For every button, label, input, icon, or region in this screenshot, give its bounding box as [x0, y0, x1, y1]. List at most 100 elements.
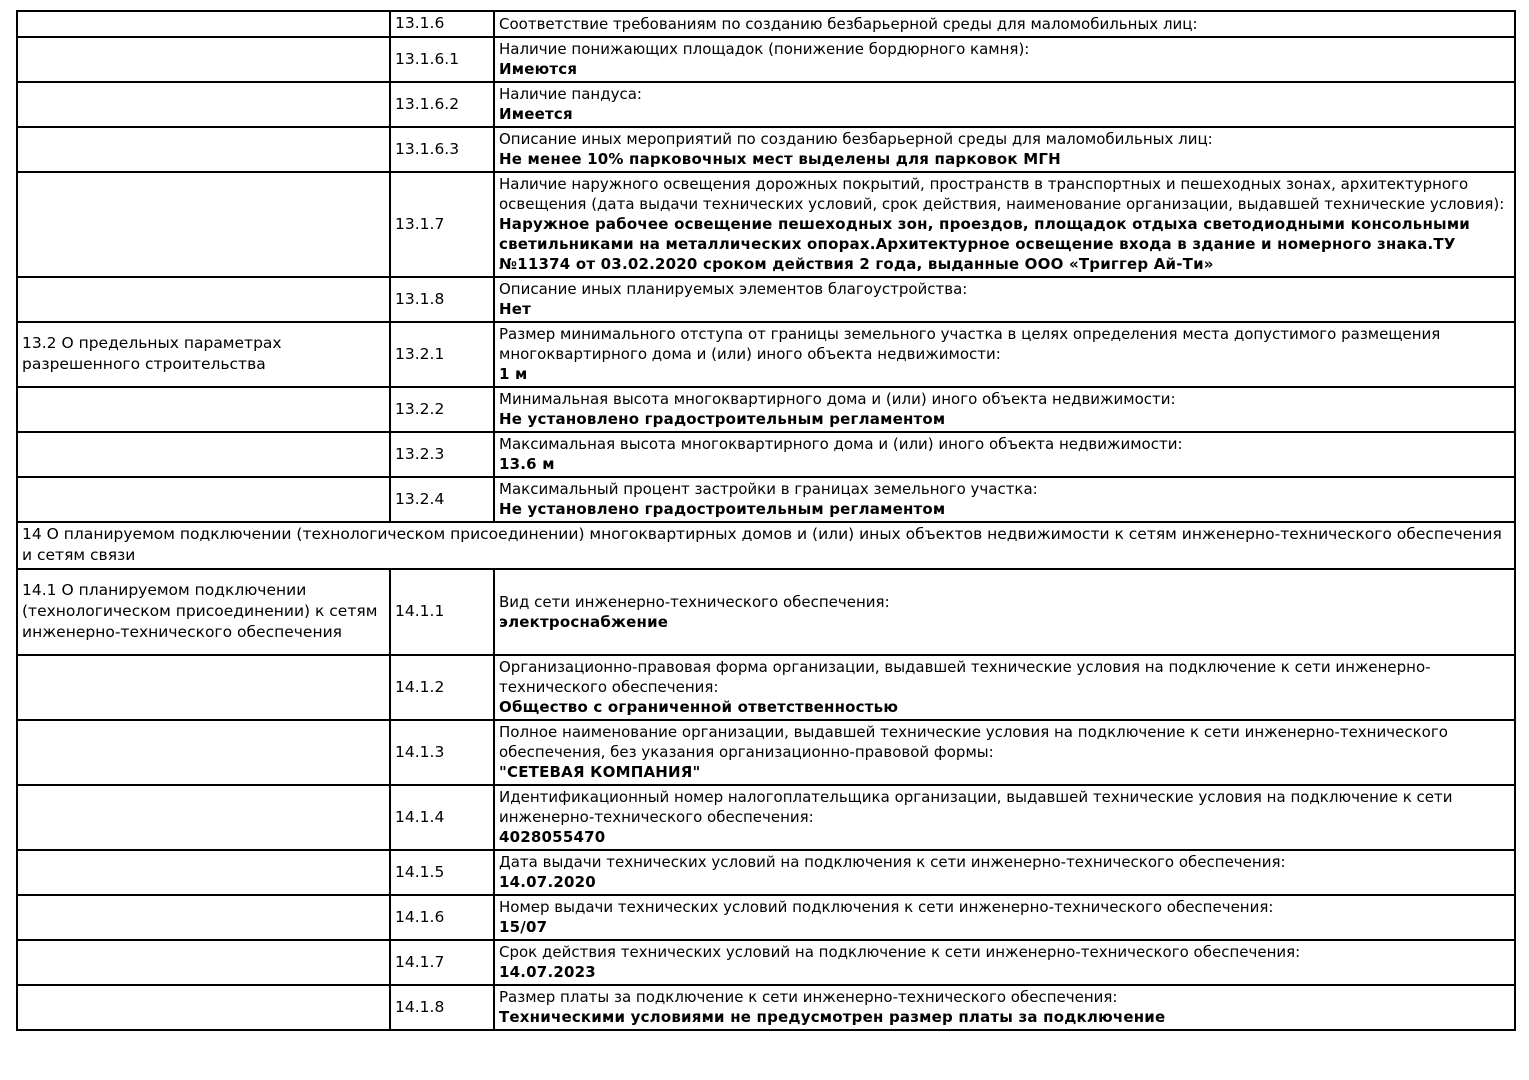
question-text: Полное наименование организации, выдавше… — [499, 723, 1448, 761]
section-14-header-row: 14 О планируемом подключении (технологич… — [16, 521, 1516, 570]
answer-text: Имеется — [499, 105, 573, 123]
row-14-1-1: 14.1 О планируемом подключении (технолог… — [16, 568, 1516, 656]
question-text: Размер платы за подключение к сети инжен… — [499, 988, 1118, 1006]
answer-text: 13.6 м — [499, 455, 555, 473]
answer-text: Наружное рабочее освещение пешеходных зо… — [499, 215, 1470, 273]
item-number-cell: 13.1.6 — [389, 10, 495, 38]
row-13-1-6: 13.1.6 Соответствие требованиям по созда… — [16, 10, 1516, 38]
row-13-1-7: 13.1.7 Наличие наружного освещения дорож… — [16, 171, 1516, 278]
category-cell — [16, 81, 391, 128]
item-number-cell: 13.2.3 — [389, 431, 495, 478]
question-text: Дата выдачи технических условий на подкл… — [499, 853, 1286, 871]
answer-text: Общество с ограниченной ответственностью — [499, 698, 899, 716]
question-text: Минимальная высота многоквартирного дома… — [499, 390, 1176, 408]
category-cell: 13.2 О предельных параметрах разрешенног… — [16, 321, 391, 388]
project-declaration-table: 13.1.6 Соответствие требованиям по созда… — [16, 10, 1516, 1031]
row-13-1-6-1: 13.1.6.1 Наличие понижающих площадок (по… — [16, 36, 1516, 83]
row-14-1-6: 14.1.6 Номер выдачи технических условий … — [16, 894, 1516, 941]
content-cell: Идентификационный номер налогоплательщик… — [493, 784, 1516, 851]
row-13-1-6-3: 13.1.6.3 Описание иных мероприятий по со… — [16, 126, 1516, 173]
category-cell — [16, 10, 391, 38]
question-text: Номер выдачи технических условий подключ… — [499, 898, 1274, 916]
row-13-2-4: 13.2.4 Максимальный процент застройки в … — [16, 476, 1516, 523]
table-body: 13.1.6 Соответствие требованиям по созда… — [16, 10, 1516, 1031]
category-cell — [16, 476, 391, 523]
category-cell — [16, 276, 391, 323]
content-cell: Минимальная высота многоквартирного дома… — [493, 386, 1516, 433]
content-cell: Размер платы за подключение к сети инжен… — [493, 984, 1516, 1031]
answer-text: Нет — [499, 300, 532, 318]
answer-text: электроснабжение — [499, 612, 669, 631]
question-text: Идентификационный номер налогоплательщик… — [499, 788, 1453, 826]
item-number-cell: 13.1.8 — [389, 276, 495, 323]
row-14-1-3: 14.1.3 Полное наименование организации, … — [16, 719, 1516, 786]
item-number-cell: 14.1.7 — [389, 939, 495, 986]
content-cell: Максимальная высота многоквартирного дом… — [493, 431, 1516, 478]
content-cell: Максимальный процент застройки в граница… — [493, 476, 1516, 523]
answer-text: 14.07.2020 — [499, 873, 596, 891]
question-text: Описание иных мероприятий по созданию бе… — [499, 130, 1213, 148]
question-text: Максимальная высота многоквартирного дом… — [499, 435, 1183, 453]
category-cell — [16, 126, 391, 173]
answer-text: Имеются — [499, 60, 578, 78]
category-cell — [16, 894, 391, 941]
content-cell: Описание иных планируемых элементов благ… — [493, 276, 1516, 323]
question-text: Соответствие требованиям по созданию без… — [499, 14, 1198, 33]
category-cell — [16, 849, 391, 896]
category-cell — [16, 386, 391, 433]
row-14-1-8: 14.1.8 Размер платы за подключение к сет… — [16, 984, 1516, 1031]
category-cell — [16, 984, 391, 1031]
category-cell: 14.1 О планируемом подключении (технолог… — [16, 568, 391, 656]
item-number-cell: 14.1.5 — [389, 849, 495, 896]
row-13-1-6-2: 13.1.6.2 Наличие пандуса: Имеется — [16, 81, 1516, 128]
content-cell: Наличие понижающих площадок (понижение б… — [493, 36, 1516, 83]
answer-text: Не установлено градостроительным регламе… — [499, 500, 946, 518]
content-cell: Полное наименование организации, выдавше… — [493, 719, 1516, 786]
question-text: Наличие наружного освещения дорожных пок… — [499, 175, 1505, 213]
category-cell — [16, 431, 391, 478]
answer-text: "СЕТЕВАЯ КОМПАНИЯ" — [499, 763, 701, 781]
answer-text: 14.07.2023 — [499, 963, 596, 981]
item-number-cell: 13.2.4 — [389, 476, 495, 523]
question-text: Вид сети инженерно-технического обеспече… — [499, 592, 890, 611]
answer-text: 15/07 — [499, 918, 548, 936]
row-14-1-5: 14.1.5 Дата выдачи технических условий н… — [16, 849, 1516, 896]
item-number-cell: 14.1.6 — [389, 894, 495, 941]
category-cell — [16, 654, 391, 721]
answer-text: Техническими условиями не предусмотрен р… — [499, 1008, 1166, 1026]
question-text: Максимальный процент застройки в граница… — [499, 480, 1038, 498]
question-text: Размер минимального отступа от границы з… — [499, 325, 1441, 363]
content-cell: Номер выдачи технических условий подключ… — [493, 894, 1516, 941]
answer-text: Не установлено градостроительным регламе… — [499, 410, 946, 428]
category-cell — [16, 719, 391, 786]
row-13-1-8: 13.1.8 Описание иных планируемых элемент… — [16, 276, 1516, 323]
answer-text: Не менее 10% парковочных мест выделены д… — [499, 150, 1061, 168]
content-cell: Наличие наружного освещения дорожных пок… — [493, 171, 1516, 278]
answer-text: 4028055470 — [499, 828, 606, 846]
category-cell — [16, 784, 391, 851]
row-14-1-7: 14.1.7 Срок действия технических условий… — [16, 939, 1516, 986]
section-header-text: 14 О планируемом подключении (технологич… — [16, 521, 1516, 570]
category-cell — [16, 171, 391, 278]
question-text: Наличие понижающих площадок (понижение б… — [499, 40, 1030, 58]
content-cell: Вид сети инженерно-технического обеспече… — [493, 568, 1516, 656]
item-number-cell: 13.1.6.3 — [389, 126, 495, 173]
question-text: Организационно-правовая форма организаци… — [499, 658, 1431, 696]
item-number-cell: 13.2.2 — [389, 386, 495, 433]
item-number-cell: 13.2.1 — [389, 321, 495, 388]
item-number-cell: 14.1.1 — [389, 568, 495, 656]
question-text: Описание иных планируемых элементов благ… — [499, 280, 968, 298]
question-text: Срок действия технических условий на под… — [499, 943, 1301, 961]
question-text: Наличие пандуса: — [499, 85, 642, 103]
content-cell: Срок действия технических условий на под… — [493, 939, 1516, 986]
content-cell: Размер минимального отступа от границы з… — [493, 321, 1516, 388]
content-cell: Наличие пандуса: Имеется — [493, 81, 1516, 128]
item-number-cell: 13.1.6.2 — [389, 81, 495, 128]
category-cell — [16, 36, 391, 83]
content-cell: Описание иных мероприятий по созданию бе… — [493, 126, 1516, 173]
row-14-1-2: 14.1.2 Организационно-правовая форма орг… — [16, 654, 1516, 721]
answer-text: 1 м — [499, 365, 528, 383]
row-13-2-3: 13.2.3 Максимальная высота многоквартирн… — [16, 431, 1516, 478]
item-number-cell: 14.1.2 — [389, 654, 495, 721]
